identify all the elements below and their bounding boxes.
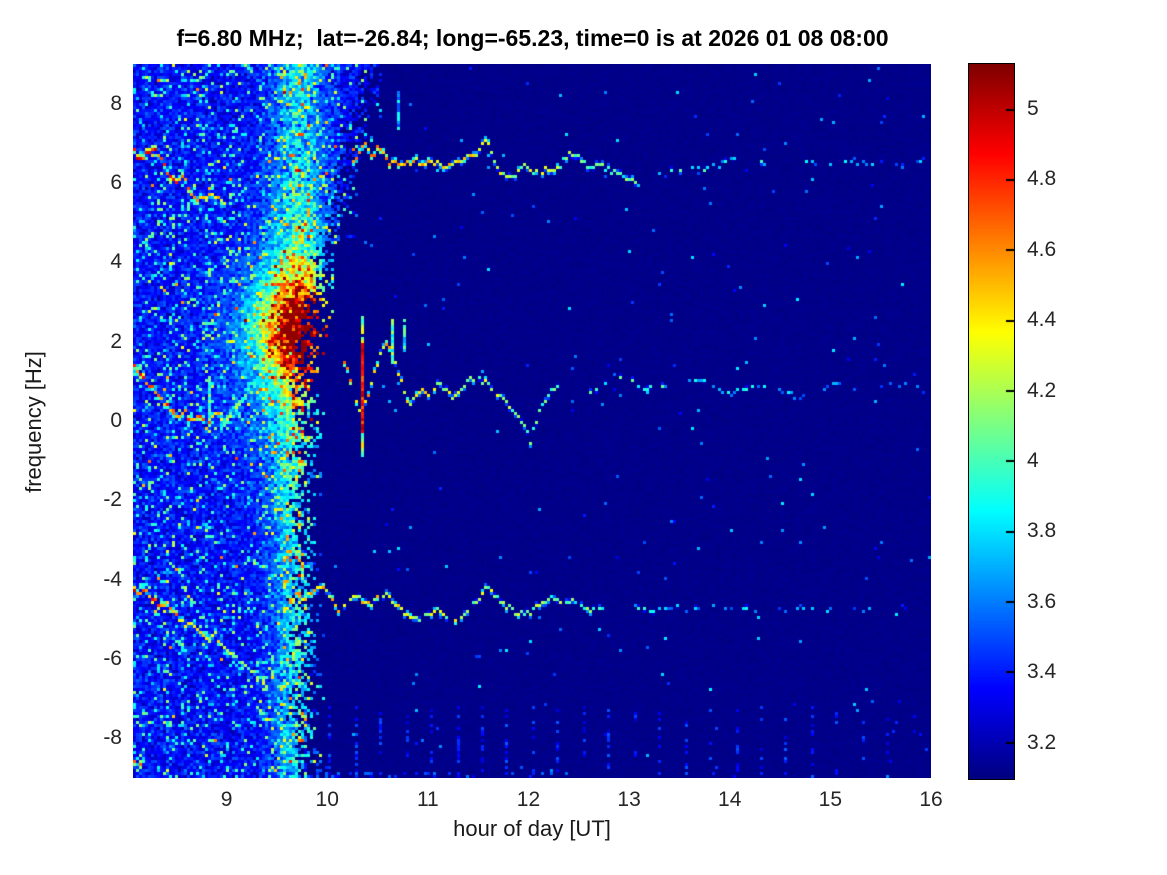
y-tick-label: -4 [103,567,122,591]
x-tick-label: 16 [919,788,943,811]
x-tick-label: 14 [718,788,742,811]
colorbar-tick-label: 3.6 [1027,589,1057,613]
x-tick-label: 10 [315,788,339,811]
y-tick-label: -8 [103,726,122,750]
x-tick-label: 12 [516,788,541,811]
y-tick-label: 6 [110,171,122,194]
colorbar-tick-label: 4 [1027,449,1039,472]
x-axis-label: hour of day [UT] [453,816,611,841]
colorbar-tick-label: 4.6 [1027,237,1057,261]
colorbar-tick-label: 4.8 [1027,167,1057,191]
colorbar-tick-label: 5 [1027,96,1039,120]
y-tick-label: -6 [103,647,122,670]
chart-title: f=6.80 MHz; lat=-26.84; long=-65.23, tim… [176,25,889,51]
colorbar-tick-label: 3.4 [1027,660,1057,684]
colorbar [968,63,1015,780]
colorbar-tick-label: 4.2 [1027,378,1057,402]
x-tick-label: 11 [416,788,439,811]
x-tick-label: 15 [818,788,843,811]
y-tick-label: 8 [110,91,122,115]
y-tick-label: 2 [110,329,122,353]
x-tick-label: 13 [617,788,641,811]
spectrogram-heatmap [133,64,931,778]
colorbar-tick-label: 4.4 [1027,308,1057,332]
x-tick-label: 9 [220,788,233,811]
y-tick-label: 4 [110,250,122,274]
colorbar-tick-label: 3.8 [1027,519,1057,543]
y-tick-label: -2 [103,488,122,512]
y-tick-label: 0 [110,409,122,432]
colorbar-tick-label: 3.2 [1027,730,1057,754]
